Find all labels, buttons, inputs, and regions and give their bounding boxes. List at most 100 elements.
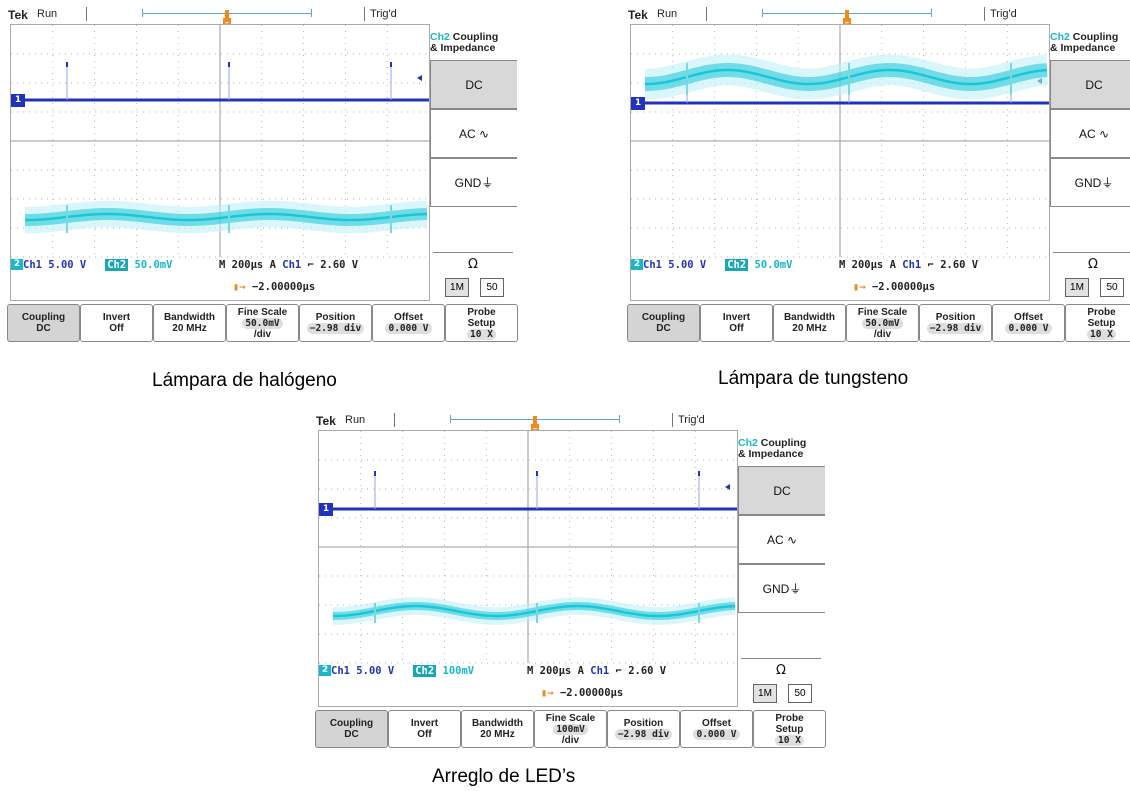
delay-readout: ▮→ −2.00000µs (233, 281, 315, 293)
ch1-pulse-top (698, 471, 700, 476)
gnd-coupling-button[interactable]: GND⏚ (738, 564, 825, 613)
gnd-coupling-button[interactable]: GND⏚ (430, 158, 517, 207)
position-label: Position (935, 312, 976, 323)
offset-label: Offset (394, 312, 423, 323)
trigger-status: Trig'd (370, 8, 397, 20)
position-button[interactable]: Position −2.98 div (607, 710, 680, 748)
ac-coupling-button[interactable]: AC ∿ (1050, 109, 1130, 158)
fine-scale-value: 100mV (553, 723, 588, 735)
trigger-mode: A (889, 259, 896, 271)
probe-setup-button[interactable]: Probe Setup 10 X (753, 710, 826, 748)
invert-button[interactable]: Invert Off (700, 304, 773, 342)
ch2-trace (333, 604, 736, 618)
ac-coupling-button[interactable]: AC ∿ (430, 109, 517, 158)
coupling-button[interactable]: Coupling DC (627, 304, 700, 342)
invert-button[interactable]: Invert Off (388, 710, 461, 748)
invert-label: Invert (722, 312, 751, 323)
position-label: Position (315, 312, 356, 323)
figure-caption: Lámpara de halógeno (152, 370, 337, 391)
impedance-50-button[interactable]: 50 (1100, 278, 1124, 297)
trigger-source: Ch1 (590, 665, 610, 677)
invert-label: Invert (102, 312, 131, 323)
waveform-display[interactable]: 1 2 Ch1 5.00 V Ch2 100mV M 200µs A Ch1 ⌐… (318, 430, 738, 707)
offset-value: 0.000 V (1005, 323, 1052, 334)
invert-button[interactable]: Invert Off (80, 304, 153, 342)
impedance-1m-button[interactable]: 1M (753, 684, 777, 703)
ch1-scale: 5.00 V (356, 665, 395, 677)
status-bar: Tek Run Trig'd T (4, 4, 514, 33)
impedance-1m-button[interactable]: 1M (1065, 278, 1089, 297)
coupling-value: DC (36, 323, 51, 334)
ch1-ground-marker[interactable]: 1 (631, 97, 645, 110)
ch1-ground-marker[interactable]: 1 (319, 503, 333, 516)
trigger-slope-icon: ⌐ (615, 665, 622, 677)
bandwidth-button[interactable]: Bandwidth 20 MHz (153, 304, 226, 342)
bandwidth-value: 20 MHz (172, 323, 207, 334)
dc-coupling-button[interactable]: DC (738, 466, 825, 515)
offset-label: Offset (702, 718, 731, 729)
ch2-label: Ch2 (413, 665, 437, 677)
figure-caption: Lámpara de tungsteno (718, 368, 909, 389)
coupling-button[interactable]: Coupling DC (315, 710, 388, 748)
bandwidth-button[interactable]: Bandwidth 20 MHz (461, 710, 534, 748)
divider (984, 7, 985, 21)
ch2-scale: 50.0mV (754, 259, 793, 271)
delay-value: −2.00000µs (559, 687, 624, 699)
menu-title-line1: Coupling (452, 31, 499, 43)
fine-scale-button[interactable]: Fine Scale 100mV /div (534, 710, 607, 748)
trigger-source: Ch1 (282, 259, 302, 271)
figure-caption: Arreglo de LED’s (432, 766, 576, 787)
gnd-coupling-button[interactable]: GND⏚ (1050, 158, 1130, 207)
trigger-mode: A (269, 259, 276, 271)
coupling-label: Coupling (21, 312, 66, 323)
ch2-ground-marker[interactable]: 2 (631, 259, 643, 270)
offset-button[interactable]: Offset 0.000 V (372, 304, 445, 342)
position-value: −2.98 div (614, 729, 673, 740)
divider (741, 658, 821, 659)
waveform-display[interactable]: 1 2 Ch1 5.00 V Ch2 50.0mV M 200µs A Ch1 … (10, 24, 430, 301)
menu-title-channel: Ch2 (1050, 31, 1070, 43)
impedance-50-button[interactable]: 50 (788, 684, 812, 703)
impedance-50-button[interactable]: 50 (480, 278, 504, 297)
trigger-status: Trig'd (990, 8, 1017, 20)
probe-setup-button[interactable]: Probe Setup 10 X (445, 304, 518, 342)
bottom-menu: Coupling DC Invert Off Bandwidth 20 MHz … (4, 302, 518, 342)
oscilloscope-screenshot: Tek Run Trig'd T 1 2 Ch1 5.00 V Ch2 (4, 4, 518, 345)
dc-coupling-button[interactable]: DC (1050, 60, 1130, 109)
position-button[interactable]: Position −2.98 div (299, 304, 372, 342)
fine-scale-button[interactable]: Fine Scale 50.0mV /div (226, 304, 299, 342)
impedance-1m-button[interactable]: 1M (445, 278, 469, 297)
scale-readout: Ch1 5.00 V Ch2 50.0mV (23, 259, 172, 271)
trigger-mode: A (577, 665, 584, 677)
waveform-display[interactable]: 1 2 Ch1 5.00 V Ch2 50.0mV M 200µs A Ch1 … (630, 24, 1050, 301)
oscilloscope-screenshot: Tek Run Trig'd T 1 2 Ch1 5.00 V Ch2 (312, 410, 826, 751)
fine-scale-button[interactable]: Fine Scale 50.0mV /div (846, 304, 919, 342)
record-view-right (311, 9, 312, 17)
ac-coupling-button[interactable]: AC ∿ (738, 515, 825, 564)
coupling-button[interactable]: Coupling DC (7, 304, 80, 342)
offset-button[interactable]: Offset 0.000 V (992, 304, 1065, 342)
ch2-ground-marker[interactable]: 2 (11, 259, 23, 270)
trigger-level: 2.60 V (320, 259, 359, 271)
offset-button[interactable]: Offset 0.000 V (680, 710, 753, 748)
probe-setup-button[interactable]: Probe Setup 10 X (1065, 304, 1130, 342)
brand-label: Tek (316, 414, 336, 428)
bottom-menu: Coupling DC Invert Off Bandwidth 20 MHz … (624, 302, 1130, 342)
acquisition-state: Run (345, 414, 366, 426)
graticule (11, 25, 429, 258)
ch2-ground-marker[interactable]: 2 (319, 665, 331, 676)
dc-coupling-button[interactable]: DC (430, 60, 517, 109)
acquisition-state: Run (657, 8, 678, 20)
ch1-label: Ch1 (643, 259, 662, 271)
bandwidth-value: 20 MHz (792, 323, 827, 334)
ch1-ground-marker[interactable]: 1 (11, 94, 25, 107)
bandwidth-button[interactable]: Bandwidth 20 MHz (773, 304, 846, 342)
ch2-scale: 100mV (442, 665, 475, 677)
divider (364, 7, 365, 21)
impedance-label: Ω (468, 257, 478, 272)
fine-scale-unit: /div (873, 328, 892, 340)
menu-title-line2: & Impedance (1050, 42, 1116, 54)
position-button[interactable]: Position −2.98 div (919, 304, 992, 342)
timebase: M 200µs (527, 665, 572, 677)
offset-value: 0.000 V (693, 729, 740, 740)
